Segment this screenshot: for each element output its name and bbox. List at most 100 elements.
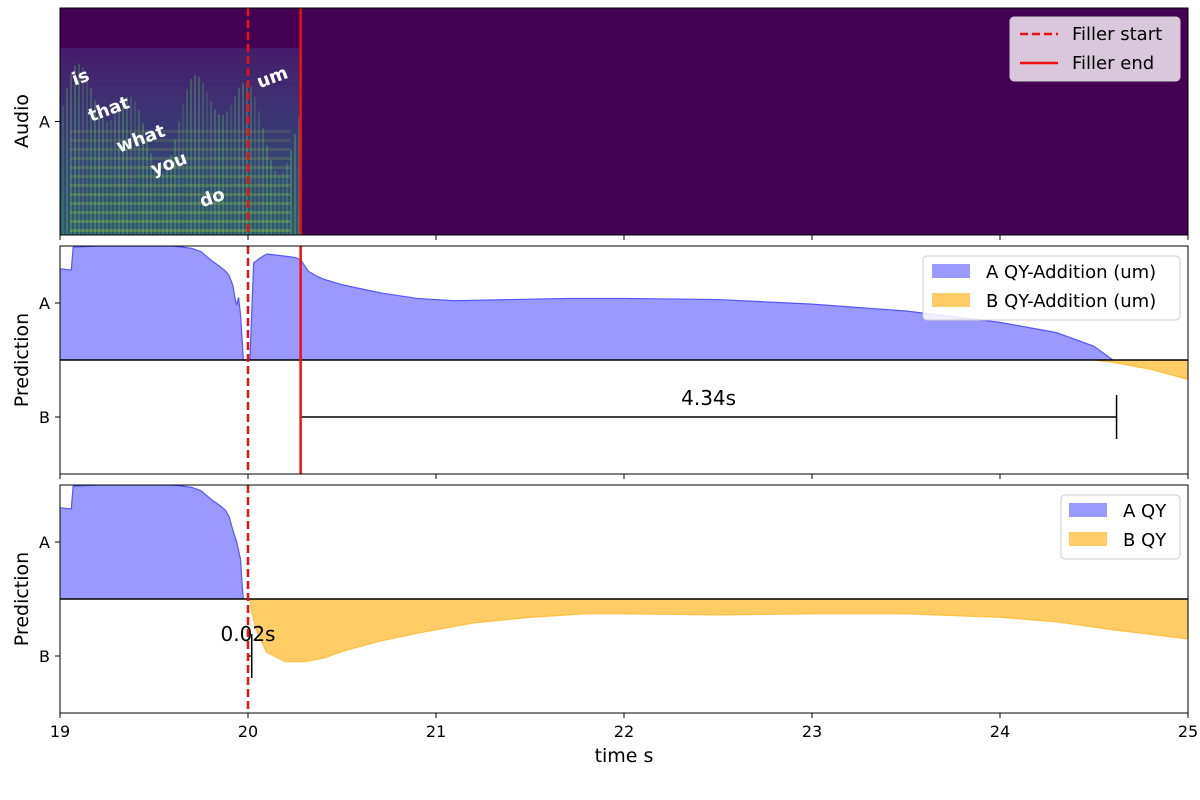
y-tick-label: B [39,647,50,666]
spectrogram-column [62,105,64,235]
spectrogram-column [114,114,116,235]
spectrogram-harmonic [70,157,291,160]
spectrogram-energy [60,48,301,235]
spectrogram-column [242,82,244,235]
prediction-qy-y-label: Prediction [11,552,33,646]
filler-lines [246,8,302,235]
prediction-panel-addition: 4.34s AB Prediction A QY-Addition (um) B… [11,245,1189,479]
spectrogram-column [206,91,208,235]
spectrogram-column [214,109,216,235]
series-a-area [60,485,244,599]
legend-b-qy-swatch [1069,532,1107,546]
spectrogram-column [174,139,176,235]
spectrogram-harmonic [70,148,291,151]
spectrogram-column [138,110,140,235]
spectrogram-column [134,100,136,235]
series-b-line [249,598,1188,663]
prediction-addition-y-ticks: AB [39,294,60,427]
audio-x-ticks [59,235,1189,240]
prediction-qy-y-ticks: AB [39,533,60,666]
series-a-area [60,246,1113,360]
spectrogram-column [86,76,88,235]
prediction-qy-areas [60,485,1188,663]
interval-label: 4.34s [681,386,736,410]
series-b-area [1094,360,1188,380]
prediction-panel-qy: 0.02s AB 19 20 21 22 23 24 25 Prediction A QY … [11,484,1198,741]
legend-b-addition-swatch [932,293,970,307]
x-tick-label: 24 [990,722,1010,741]
spectrogram-column [150,153,152,235]
series-b-area [249,599,1188,662]
spectrogram-harmonic [70,202,291,205]
spectrogram-column [166,167,168,235]
spectrogram-column [118,108,120,235]
spectrogram-column [222,114,224,235]
filler-lines [246,246,302,474]
series-b-line [1093,359,1188,380]
spectrogram-harmonic [70,139,291,142]
spectrogram-column [194,75,196,235]
spectrogram-column [262,128,264,235]
spectrogram-column [266,145,268,235]
series-a-line [60,246,1114,361]
spectrogram-column [274,170,276,235]
spectrogram-column [162,172,164,235]
spectrogram-column [238,88,240,235]
spectrogram-column [182,103,184,235]
x-tick-label: 19 [50,722,70,741]
spectrogram-column [110,120,112,235]
spectrogram-column [286,163,288,235]
x-tick-label: 22 [614,722,634,741]
x-tick-label: 20 [238,722,258,741]
x-axis-label: time s [595,745,654,767]
spectrogram-harmonic [70,220,291,223]
spectrogram-column [230,104,232,235]
spectrogram-harmonic [70,229,291,232]
spectrogram-column [250,86,252,235]
legend-filler-end-label: Filler end [1072,53,1154,74]
spectrogram-column [290,150,292,235]
spectrogram-column [70,74,72,235]
spectrogram-column [78,63,80,235]
spectrogram-column [90,88,92,235]
spectrogram-column [282,172,284,235]
x-tick-label: 23 [802,722,822,741]
interval-addition: 4.34s [300,386,1118,439]
prediction-addition-y-label: Prediction [11,313,33,407]
spectrogram-column [218,114,220,235]
spectrogram-column [94,100,96,235]
legend-a-addition-swatch [932,264,970,278]
spectrogram-column [186,89,188,235]
spectrogram-column [198,76,200,235]
spectrogram-column [170,155,172,235]
x-tick-label: 21 [426,722,446,741]
spectrogram-column [146,138,148,235]
spectrogram-harmonic [70,193,291,196]
spectrogram-column [202,82,204,235]
spectrogram-column [178,121,180,235]
legend-a-qy-swatch [1069,503,1107,517]
spectrogram-column [234,96,236,235]
spectrogram-harmonic [70,175,291,178]
spectrogram-harmonic [70,184,291,187]
spectrogram-column [210,101,212,235]
spectrogram-column [226,111,228,235]
spectrogram-column [102,118,104,235]
spectrogram-column [258,111,260,235]
prediction-qy-x-ticks: 19 20 21 22 23 24 25 [50,713,1198,741]
spectrogram-column [126,96,128,235]
legend-b-qy-label: B QY [1123,530,1167,551]
spectrogram-harmonic [70,166,291,169]
spectrogram-texture [60,48,301,235]
spectrogram-column [298,117,300,235]
spectrogram-column [74,65,76,235]
prediction-qy-legend: A QY B QY [1060,494,1181,560]
spectrogram-column [130,96,132,235]
audio-y-label: Audio [11,94,33,148]
spectrogram-column [66,88,68,235]
y-tick-label: A [39,533,50,552]
spectrogram-column [106,121,108,235]
spectrogram-column [254,96,256,235]
spectrogram-column [82,67,84,235]
